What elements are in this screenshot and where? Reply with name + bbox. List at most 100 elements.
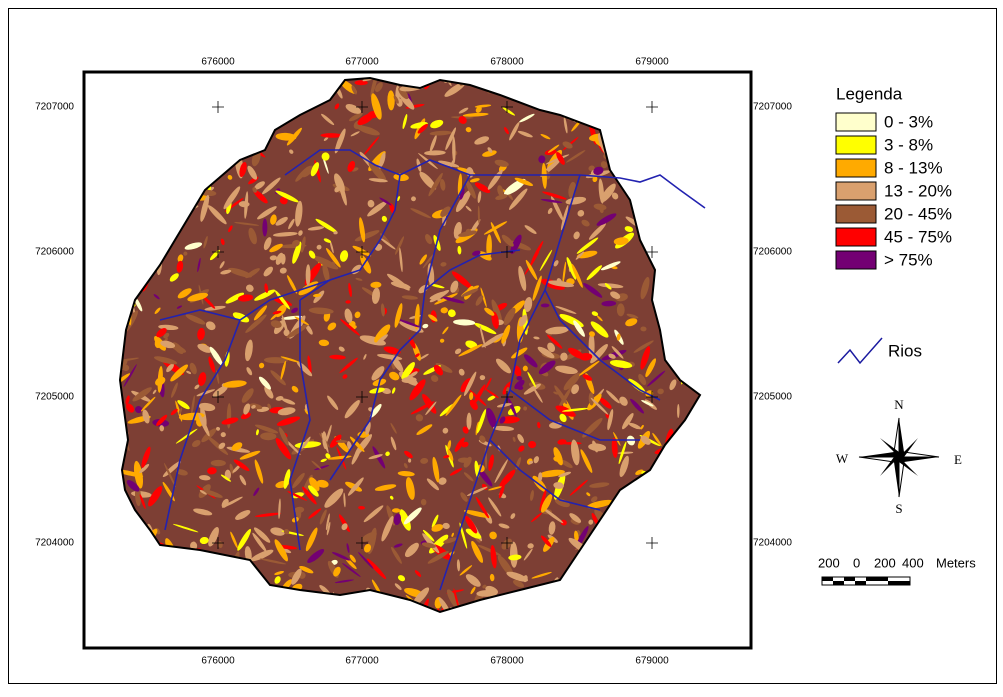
y-coordinate-left: 7205000 [35,392,74,403]
slope-patch [232,87,260,94]
slope-patch [175,189,188,202]
slope-patch [498,73,508,84]
slope-patch [166,93,172,97]
slope-patch [342,595,355,600]
y-coordinate-right: 7207000 [753,102,792,113]
slope-patch [664,498,675,515]
slope-patch [177,566,200,579]
slope-patch [629,140,640,155]
slope-patch [572,63,580,90]
slope-patch [171,94,177,103]
slope-patch [137,217,154,231]
slope-patch [205,563,226,568]
slope-patch [637,79,645,87]
slope-patch [245,585,262,611]
slope-patch [659,183,666,194]
slope-patch [141,119,151,132]
legend-rivers: Rios [888,341,922,360]
scale-labels: 2000200400Meters [818,555,976,570]
x-coordinate-bottom: 678000 [490,656,524,667]
slope-patch [119,531,125,540]
slope-patch [688,321,700,334]
slope-patch [104,190,124,199]
slope-patch [651,199,660,217]
slope-patch [156,145,183,150]
legend-label: 20 - 45% [884,204,952,223]
slope-patch [619,497,641,515]
slope-patch [662,133,684,140]
slope-patch [592,585,608,610]
y-coordinate-right: 7206000 [753,247,792,258]
slope-patch [629,123,635,128]
slope-patch [236,563,245,573]
slope-patch [674,83,697,95]
legend-label: 13 - 20% [884,181,952,200]
slope-patch [598,598,610,605]
slope-patch [122,259,137,275]
slope-patch [644,216,666,236]
slope-patch [617,506,637,523]
slope-patch [591,111,597,121]
slope-patch [148,597,160,604]
slope-patch [170,156,190,178]
slope-patch [158,566,168,586]
x-coordinate-bottom: 676000 [201,656,235,667]
slope-patch [616,144,626,172]
slope-patch [695,535,699,541]
slope-patch [392,508,401,512]
slope-patch [204,72,224,87]
slope-patch [641,566,653,578]
slope-patch [700,354,711,364]
slope-patch [650,118,667,140]
slope-patch [153,585,171,604]
slope-patch [645,491,650,506]
compass-north: N [894,397,904,412]
slope-patch [700,461,707,468]
slope-patch [625,544,639,555]
slope-patch [137,227,145,235]
slope-patch [594,531,612,539]
slope-patch [222,78,229,81]
slope-patch [117,124,129,150]
slope-patch [641,604,650,630]
slope-patch [645,526,653,538]
slope-patch [254,604,276,624]
slope-patch [113,80,122,99]
slope-patch [692,530,702,540]
slope-patch [704,590,709,596]
slope-patch [656,156,678,173]
slope-patch [522,600,545,620]
slope-patch [232,109,240,125]
slope-patch [685,234,699,244]
slope-patch [671,147,677,152]
slope-patch [180,616,197,624]
slope-patch [696,183,700,188]
scale-label: 0 [853,555,860,570]
slope-patch [171,176,180,190]
y-coordinate-right: 7204000 [753,538,792,549]
slope-patch [611,512,619,519]
slope-patch [374,604,385,625]
slope-patch [667,281,680,301]
slope-patch [685,220,711,225]
slope-patch [589,569,610,591]
slope-patch [132,240,146,251]
slope-patch [654,463,667,484]
slope-patch [153,121,169,135]
slope-patch [256,597,264,618]
slope-patch [237,113,263,130]
slope-patch [116,105,136,113]
slope-patch [701,124,708,137]
slope-patch [614,146,619,154]
slope-patch [554,610,570,628]
slope-patch [703,463,711,488]
slope-patch [172,572,180,579]
slope-patch [699,114,713,118]
slope-patch [618,96,644,111]
slope-patch [655,186,668,198]
slope-patch [633,530,647,559]
grid-cross [646,101,658,113]
slope-patch [157,189,171,209]
slope-patch [116,116,139,125]
slope-patch [610,150,619,157]
